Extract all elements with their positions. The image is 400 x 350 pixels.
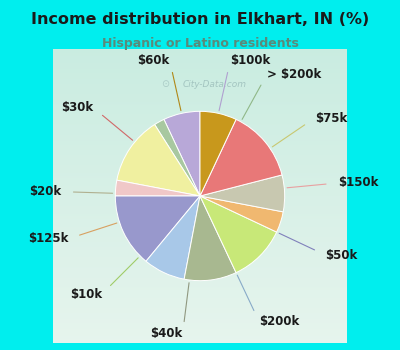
Text: $150k: $150k xyxy=(338,176,378,189)
Text: > $200k: > $200k xyxy=(267,68,321,81)
Text: City-Data.com: City-Data.com xyxy=(183,80,247,89)
Text: $200k: $200k xyxy=(259,315,299,328)
Wedge shape xyxy=(164,111,200,196)
Text: $10k: $10k xyxy=(70,288,102,301)
Wedge shape xyxy=(115,180,200,196)
Text: $75k: $75k xyxy=(315,112,347,125)
Wedge shape xyxy=(155,119,200,196)
Wedge shape xyxy=(200,111,236,196)
Wedge shape xyxy=(200,175,285,212)
Text: $50k: $50k xyxy=(326,248,358,261)
Wedge shape xyxy=(200,196,277,273)
Wedge shape xyxy=(200,119,282,196)
Text: $125k: $125k xyxy=(28,232,68,245)
Text: $20k: $20k xyxy=(29,185,61,198)
Wedge shape xyxy=(117,125,200,196)
Text: Hispanic or Latino residents: Hispanic or Latino residents xyxy=(102,37,298,50)
Text: $40k: $40k xyxy=(150,327,183,340)
Wedge shape xyxy=(115,196,200,261)
Wedge shape xyxy=(184,196,236,281)
Wedge shape xyxy=(146,196,200,279)
Text: Income distribution in Elkhart, IN (%): Income distribution in Elkhart, IN (%) xyxy=(31,12,369,27)
Text: $30k: $30k xyxy=(61,101,93,114)
Wedge shape xyxy=(200,196,283,232)
Text: $100k: $100k xyxy=(230,54,270,67)
Text: ⊙: ⊙ xyxy=(161,79,169,89)
Text: $60k: $60k xyxy=(138,54,170,67)
